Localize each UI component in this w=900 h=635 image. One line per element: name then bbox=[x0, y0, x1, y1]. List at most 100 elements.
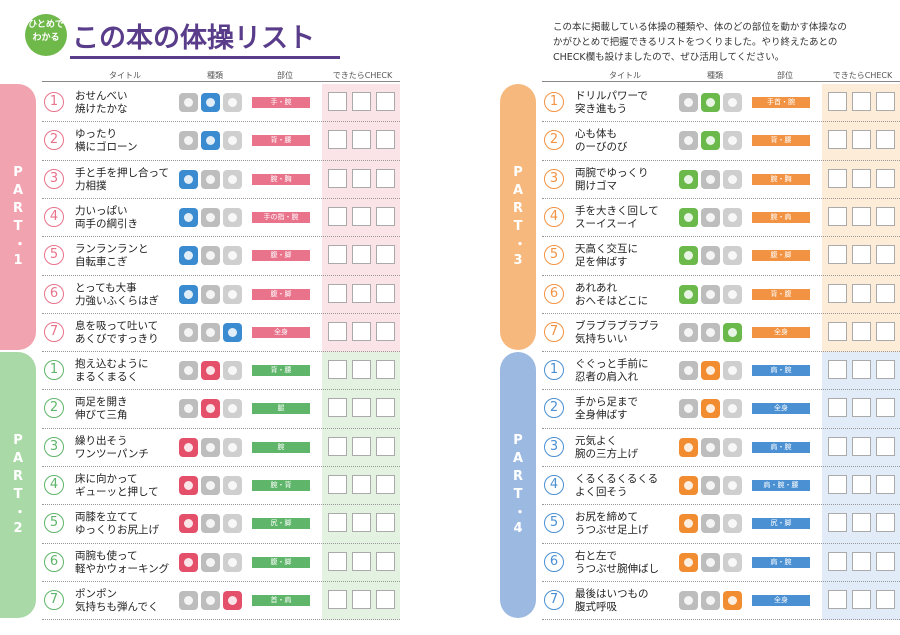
check-box bbox=[328, 168, 347, 188]
type-icon-mark bbox=[228, 212, 237, 222]
type-icon-mark bbox=[706, 481, 715, 490]
check-box bbox=[876, 168, 895, 188]
type-icon-mark bbox=[228, 595, 237, 605]
number-circle: 5 bbox=[44, 513, 64, 534]
type-icon-mark bbox=[728, 442, 737, 452]
row-rule bbox=[542, 121, 900, 123]
item-title: 元気よく 腕の三方上げ bbox=[575, 435, 638, 461]
number-circle: 4 bbox=[44, 475, 64, 495]
number-circle: 3 bbox=[544, 168, 564, 189]
body-part: 腕 bbox=[252, 441, 310, 453]
type-icon-mark bbox=[706, 366, 715, 376]
type-icon-mark bbox=[228, 366, 237, 376]
part-tab bbox=[0, 84, 36, 351]
check-box bbox=[328, 321, 347, 341]
title-rule bbox=[70, 56, 340, 59]
type-icon-mark bbox=[728, 174, 737, 184]
number-circle: 5 bbox=[544, 513, 564, 534]
row-rule bbox=[542, 236, 900, 238]
check-box bbox=[876, 283, 895, 303]
check-box bbox=[376, 130, 395, 150]
type-icon-mark bbox=[684, 174, 693, 184]
number-circle: 4 bbox=[544, 206, 564, 227]
check-box bbox=[876, 245, 895, 265]
row-rule bbox=[42, 504, 400, 506]
type-icon-mark bbox=[706, 595, 715, 605]
body-part: 腕・肩 bbox=[752, 211, 810, 223]
title-line: 両腕でゆっくり bbox=[575, 166, 649, 179]
check-box bbox=[376, 398, 395, 418]
check-box bbox=[328, 475, 347, 494]
type-icon-mark bbox=[728, 136, 737, 146]
check-box bbox=[876, 475, 895, 494]
type-icon-mark bbox=[184, 366, 193, 376]
check-box bbox=[376, 283, 395, 303]
item-title: おせんべい 焼けたかな bbox=[75, 90, 128, 116]
check-box bbox=[352, 130, 371, 150]
body-part: 腿 bbox=[252, 403, 310, 415]
title-line: 軽やかウォーキング bbox=[75, 562, 170, 575]
check-box bbox=[828, 245, 847, 265]
number-circle: 1 bbox=[44, 360, 64, 381]
check-box bbox=[352, 92, 371, 111]
check-box bbox=[852, 475, 871, 494]
item-title: ゆったり 横にゴローン bbox=[75, 128, 137, 154]
title-line: おせんべい bbox=[75, 90, 128, 102]
type-icon-mark bbox=[684, 327, 693, 337]
type-icon-mark bbox=[684, 136, 693, 146]
title-line: 最後はいつもの bbox=[575, 587, 649, 600]
row-rule bbox=[42, 619, 400, 621]
number-circle: 5 bbox=[44, 245, 64, 266]
body-part: 肩・腕 bbox=[752, 441, 810, 453]
item-title: 最後はいつもの 腹式呼吸 bbox=[575, 588, 649, 614]
type-icon-mark bbox=[228, 289, 237, 299]
check-box bbox=[828, 551, 847, 571]
title-line: おへそはどこに bbox=[575, 294, 649, 307]
check-box bbox=[876, 589, 895, 609]
check-box bbox=[352, 245, 371, 265]
row-rule bbox=[42, 159, 400, 161]
type-icon-mark bbox=[184, 595, 193, 605]
type-icon-mark bbox=[684, 251, 693, 261]
row-rule bbox=[542, 619, 900, 621]
title-line: 両膝を立てて bbox=[75, 511, 138, 524]
check-box bbox=[828, 283, 847, 303]
title-line: ドリルパワーで bbox=[575, 90, 648, 102]
title-line: くるくるくるくる bbox=[575, 473, 659, 485]
row-rule bbox=[42, 351, 400, 353]
column-header: できたらCHECK bbox=[832, 71, 893, 80]
body-part: 全身 bbox=[752, 403, 810, 415]
title-line: 元気よく bbox=[575, 434, 617, 447]
row-rule bbox=[42, 312, 400, 314]
type-icon-mark bbox=[706, 442, 715, 452]
item-title: 手から足まで 全身伸ばす bbox=[575, 396, 638, 422]
row-rule bbox=[42, 236, 400, 238]
title-line: お尻を締めて bbox=[575, 511, 638, 524]
type-icon-mark bbox=[728, 595, 737, 605]
body-part: 全身 bbox=[752, 594, 810, 606]
number-circle: 4 bbox=[544, 475, 564, 495]
check-box bbox=[828, 436, 847, 456]
row-rule bbox=[542, 274, 900, 276]
check-box bbox=[828, 168, 847, 188]
type-icon-mark bbox=[206, 404, 215, 414]
check-box bbox=[852, 321, 871, 341]
row-rule bbox=[542, 466, 900, 467]
title-line: 手から足まで bbox=[575, 396, 638, 409]
body-part: 尻・脚 bbox=[252, 518, 310, 530]
check-box bbox=[376, 436, 395, 456]
type-icon-mark bbox=[228, 136, 237, 146]
check-box bbox=[828, 398, 847, 418]
check-box bbox=[876, 360, 895, 380]
row-rule bbox=[42, 121, 400, 123]
number-circle: 3 bbox=[44, 436, 64, 457]
check-box bbox=[828, 321, 847, 341]
check-box bbox=[352, 360, 371, 380]
check-box bbox=[876, 551, 895, 571]
column-header: できたらCHECK bbox=[332, 71, 393, 80]
type-icon-mark bbox=[228, 404, 237, 414]
title-line: よく回そう bbox=[575, 486, 628, 498]
check-box bbox=[852, 513, 871, 533]
type-icon-mark bbox=[728, 557, 737, 567]
